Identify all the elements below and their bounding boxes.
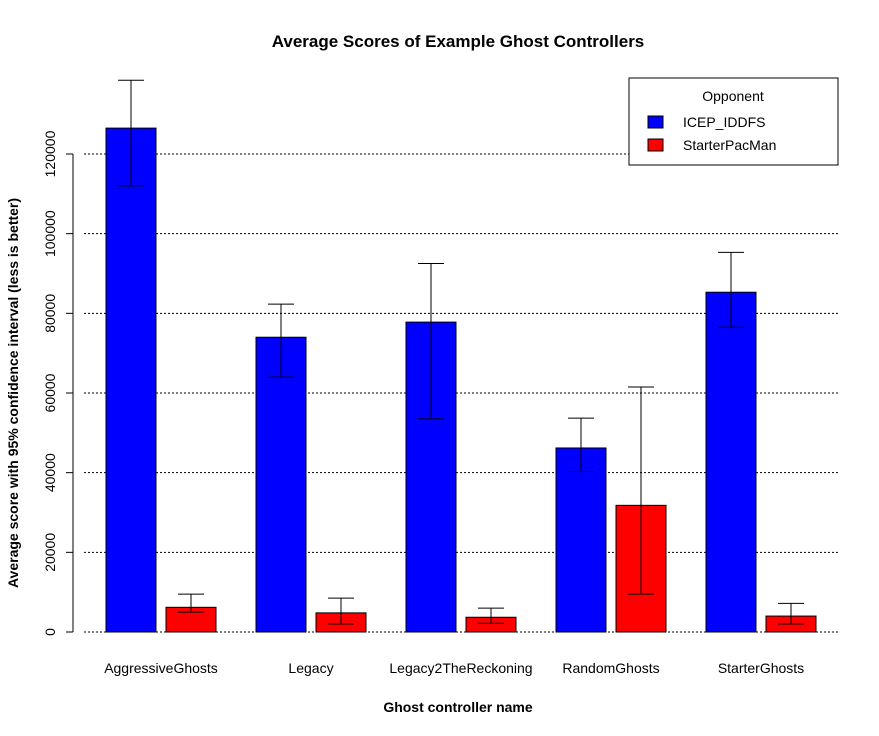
category-label: Legacy xyxy=(288,660,333,676)
bar xyxy=(705,291,757,633)
legend-label: ICEP_IDDFS xyxy=(683,114,765,130)
legend-label: StarterPacMan xyxy=(683,137,776,153)
bar xyxy=(255,336,307,633)
bar xyxy=(105,127,157,633)
legend: Opponent ICEP_IDDFS StarterPacMan xyxy=(628,77,839,166)
bars xyxy=(105,127,817,633)
y-tick-label: 20000 xyxy=(42,533,58,572)
x-axis-label: Ghost controller name xyxy=(383,699,533,715)
chart-title: Average Scores of Example Ghost Controll… xyxy=(272,32,645,51)
y-tick-label: 0 xyxy=(42,628,58,636)
category-label: AggressiveGhosts xyxy=(104,660,218,676)
legend-swatch xyxy=(647,138,664,152)
y-tick-label: 40000 xyxy=(42,453,58,492)
x-axis: AggressiveGhosts Legacy Legacy2TheReckonin… xyxy=(104,660,804,676)
y-axis: 0 20000 40000 60000 80000 100000 120000 xyxy=(42,130,74,636)
legend-title: Opponent xyxy=(702,88,764,104)
category-label: StarterGhosts xyxy=(718,660,804,676)
category-label: Legacy2TheReckoning xyxy=(389,660,532,676)
legend-swatch xyxy=(647,115,664,129)
y-tick-label: 120000 xyxy=(42,130,58,177)
y-tick-label: 60000 xyxy=(42,373,58,412)
grid-lines xyxy=(84,153,838,633)
legend-box xyxy=(628,77,839,166)
bar xyxy=(555,447,607,633)
category-label: RandomGhosts xyxy=(562,660,659,676)
y-tick-label: 100000 xyxy=(42,210,58,257)
y-axis-label: Average score with 95% confidence interv… xyxy=(5,198,21,588)
y-tick-label: 80000 xyxy=(42,294,58,333)
error-bars xyxy=(118,79,804,625)
